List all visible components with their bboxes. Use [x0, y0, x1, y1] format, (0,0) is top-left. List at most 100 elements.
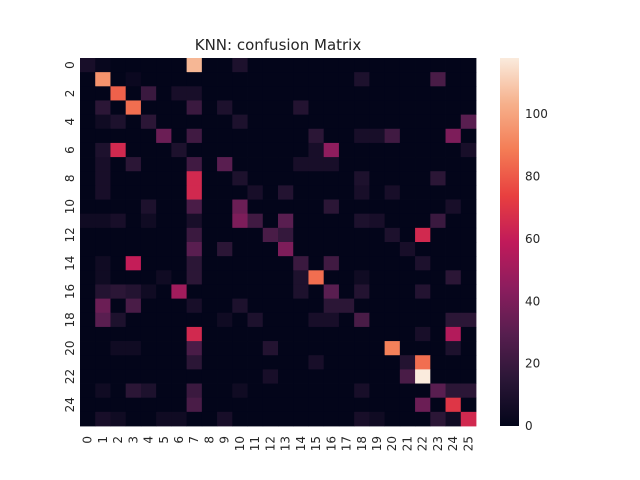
- heatmap-cell: [171, 397, 188, 413]
- x-tick-label: 9: [218, 436, 232, 444]
- x-tick-label: 19: [370, 436, 384, 451]
- heatmap-cell: [354, 185, 370, 200]
- heatmap-cell: [186, 312, 203, 328]
- heatmap-cell: [430, 86, 446, 101]
- heatmap-cell: [460, 142, 477, 158]
- heatmap-cell: [430, 256, 446, 271]
- heatmap-cell: [308, 411, 325, 427]
- heatmap-cell: [217, 341, 233, 356]
- heatmap-cell: [80, 270, 96, 285]
- heatmap-cell: [399, 298, 416, 314]
- heatmap-cell: [247, 171, 264, 186]
- heatmap-cell: [415, 355, 431, 370]
- heatmap-cell: [140, 411, 157, 427]
- heatmap-cell: [140, 142, 157, 158]
- heatmap-cell: [445, 397, 462, 413]
- x-tick-label: 22: [416, 436, 430, 451]
- heatmap-cell: [384, 72, 401, 87]
- heatmap-cell: [140, 312, 157, 328]
- colorbar-tick-label: 60: [525, 232, 540, 246]
- heatmap-cell: [323, 284, 340, 300]
- heatmap-cell: [445, 72, 462, 87]
- heatmap-cell: [186, 298, 203, 314]
- heatmap-cell: [201, 256, 218, 271]
- heatmap-cell: [415, 185, 431, 200]
- heatmap-cell: [338, 58, 355, 73]
- heatmap-cell: [399, 397, 416, 413]
- heatmap-cell: [95, 227, 111, 243]
- heatmap-cell: [323, 142, 340, 158]
- heatmap-cell: [156, 114, 172, 130]
- heatmap-cell: [156, 326, 172, 342]
- heatmap-cell: [171, 86, 188, 101]
- heatmap-cell: [217, 157, 233, 172]
- heatmap-cell: [278, 100, 294, 116]
- heatmap-cell: [110, 326, 127, 342]
- heatmap-cell: [293, 355, 309, 370]
- heatmap-cell: [80, 227, 96, 243]
- heatmap-cell: [171, 72, 188, 87]
- heatmap-cell: [354, 114, 370, 130]
- heatmap-cell: [80, 397, 96, 413]
- heatmap-cell: [323, 411, 340, 427]
- heatmap-cell: [308, 355, 325, 370]
- heatmap-cell: [201, 142, 218, 158]
- heatmap-cell: [110, 355, 127, 370]
- heatmap-cell: [156, 185, 172, 200]
- heatmap-cell: [217, 298, 233, 314]
- heatmap-cell: [201, 383, 218, 399]
- heatmap-cell: [384, 242, 401, 257]
- heatmap-cell: [293, 411, 309, 427]
- heatmap-cell: [247, 284, 264, 300]
- heatmap-cell: [445, 256, 462, 271]
- heatmap-cell: [293, 270, 309, 285]
- heatmap-cell: [156, 411, 172, 427]
- heatmap-cell: [262, 128, 279, 144]
- heatmap-cell: [140, 171, 157, 186]
- heatmap-cell: [278, 341, 294, 356]
- heatmap-cell: [323, 227, 340, 243]
- heatmap-cell: [308, 227, 325, 243]
- heatmap-cell: [247, 100, 264, 116]
- heatmap-cell: [217, 326, 233, 342]
- heatmap-cell: [232, 213, 248, 229]
- heatmap-cell: [278, 171, 294, 186]
- heatmap-cell: [201, 227, 218, 243]
- heatmap-cell: [262, 298, 279, 314]
- heatmap-cell: [201, 86, 218, 101]
- heatmap-cell: [217, 58, 233, 73]
- heatmap-cell: [308, 242, 325, 257]
- heatmap-cell: [338, 227, 355, 243]
- heatmap-cell: [430, 397, 446, 413]
- heatmap-cell: [201, 185, 218, 200]
- colorbar-tick-label: 80: [525, 170, 540, 184]
- heatmap-cell: [399, 312, 416, 328]
- heatmap-cell: [201, 128, 218, 144]
- heatmap-cell: [460, 369, 477, 384]
- heatmap-cell: [354, 86, 370, 101]
- heatmap-cell: [293, 128, 309, 144]
- heatmap-cell: [293, 341, 309, 356]
- heatmap-cell: [140, 256, 157, 271]
- heatmap-cell: [110, 298, 127, 314]
- heatmap-cell: [262, 58, 279, 73]
- heatmap-cell: [308, 326, 325, 342]
- heatmap-cell: [278, 397, 294, 413]
- heatmap-cell: [369, 411, 386, 427]
- heatmap-cell: [217, 256, 233, 271]
- heatmap-cell: [156, 256, 172, 271]
- heatmap-cell: [125, 58, 142, 73]
- heatmap-cell: [338, 242, 355, 257]
- heatmap-cell: [399, 185, 416, 200]
- heatmap-cell: [293, 242, 309, 257]
- heatmap-cell: [399, 242, 416, 257]
- heatmap-cell: [278, 128, 294, 144]
- heatmap-cell: [384, 355, 401, 370]
- heatmap-cell: [247, 213, 264, 229]
- heatmap-cell: [384, 213, 401, 229]
- heatmap-cell: [247, 86, 264, 101]
- heatmap-cell: [323, 100, 340, 116]
- heatmap-cell: [460, 355, 477, 370]
- x-tick-label: 7: [187, 436, 201, 444]
- heatmap-cell: [232, 411, 248, 427]
